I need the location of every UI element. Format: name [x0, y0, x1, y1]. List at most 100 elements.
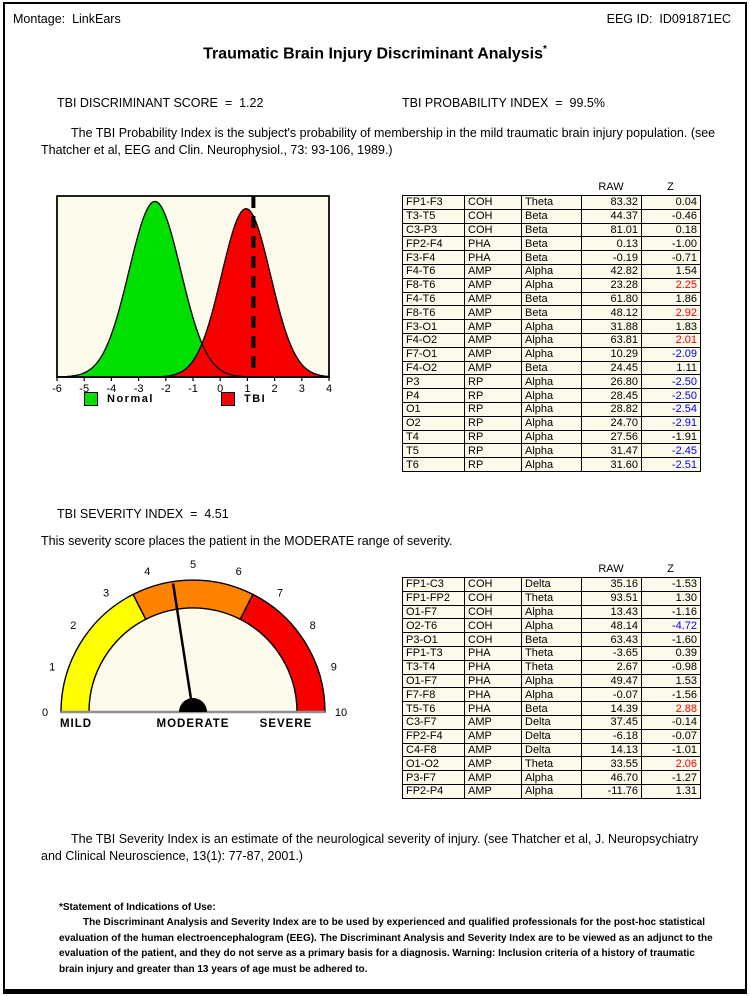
cell-site: C3-F7 [402, 714, 465, 730]
cell-measure: AMP [464, 346, 522, 362]
cell-site: O1-F7 [402, 673, 465, 689]
cell-measure: COH [464, 632, 522, 647]
table-row: P4 RP Alpha 28.45 -2.50 [402, 388, 701, 403]
cell-site: T5 [402, 443, 465, 459]
cell-band: Theta [521, 590, 582, 606]
legend-item-tbi: TBI [221, 392, 266, 406]
cell-site: O1 [402, 401, 465, 417]
table-row: C3-F7 AMP Delta 37.45 -0.14 [402, 714, 701, 730]
table-row: T3-T4 PHA Theta 2.67 -0.98 [402, 659, 701, 675]
table-row: F3-O1 AMP Alpha 31.88 1.83 [402, 319, 701, 334]
cell-measure: RP [464, 429, 522, 445]
cell-site: F8-T6 [402, 305, 465, 321]
severity-gauge: 0 1 2 3 4 5 6 7 8 9 10 MILD MODERATE SEVERE [42, 559, 347, 730]
svg-text:4: 4 [326, 383, 332, 392]
chart-legend: Normal TBI [42, 392, 342, 410]
cell-band: Beta [521, 305, 582, 321]
cell-band: Alpha [521, 429, 582, 445]
cell-band: Alpha [521, 673, 582, 689]
cell-measure: AMP [464, 263, 522, 279]
table-row: O1-F7 COH Alpha 13.43 -1.16 [402, 604, 701, 620]
cell-measure: AMP [464, 360, 522, 376]
cell-band: Alpha [521, 457, 582, 472]
cell-raw: 48.14 [581, 618, 642, 634]
footnote-marker: * [543, 44, 547, 55]
svg-text:3: 3 [299, 383, 305, 392]
cell-site: C3-P3 [402, 222, 465, 238]
cell-raw: 81.01 [581, 222, 642, 238]
table-row: T5 RP Alpha 31.47 -2.45 [402, 443, 701, 459]
cell-site: F3-O1 [402, 319, 465, 334]
footnote-body: The Discriminant Analysis and Severity I… [59, 917, 713, 975]
page-title-text: Traumatic Brain Injury Discriminant Anal… [203, 45, 544, 63]
cell-z: 1.53 [641, 673, 701, 689]
cell-band: Alpha [521, 277, 582, 293]
svg-text:-5: -5 [79, 383, 89, 392]
table-row: FP1-F3 COH Theta 83.32 0.04 [402, 195, 701, 210]
svg-text:10: 10 [335, 707, 347, 719]
cell-site: F4-T6 [402, 291, 465, 307]
svg-text:2: 2 [272, 383, 278, 392]
cell-site: O2-T6 [402, 618, 465, 634]
legend-item-normal: Normal [84, 392, 154, 406]
cell-raw: 44.37 [581, 208, 642, 224]
cell-site: P4 [402, 388, 465, 403]
cell-site: FP2-F4 [402, 728, 465, 744]
cell-band: Alpha [521, 319, 582, 334]
z-column-header: Z [667, 181, 674, 193]
probability-index: TBI PROBABILITY INDEX = 99.5% [402, 96, 605, 110]
cell-measure: RP [464, 457, 522, 472]
table-row: P3-F7 AMP Alpha 46.70 -1.27 [402, 770, 701, 785]
cell-band: Alpha [521, 618, 582, 634]
cell-band: Beta [521, 701, 582, 716]
cell-measure: AMP [464, 305, 522, 321]
raw-column-header: RAW [598, 181, 624, 193]
cell-z: -2.51 [641, 457, 701, 472]
table-row: T6 RP Alpha 31.60 -2.51 [402, 457, 701, 472]
cell-raw: 2.67 [581, 659, 642, 675]
z-column-header: Z [667, 563, 674, 575]
cell-measure: PHA [464, 659, 522, 675]
svg-text:2: 2 [70, 620, 76, 632]
cell-band: Alpha [521, 687, 582, 703]
eeg-id-label: EEG ID: ID091871EC [606, 12, 731, 26]
cell-measure: AMP [464, 332, 522, 348]
cell-site: P3-O1 [402, 632, 465, 647]
normal-swatch-icon [84, 392, 98, 406]
cell-z: -1.00 [641, 236, 701, 252]
svg-text:4: 4 [144, 566, 150, 578]
cell-measure: RP [464, 401, 522, 417]
footnote-heading: *Statement of Indications of Use: [59, 902, 216, 913]
cell-z: 2.01 [641, 332, 701, 348]
cell-site: F4-O2 [402, 360, 465, 376]
svg-text:7: 7 [277, 587, 283, 599]
svg-text:8: 8 [310, 620, 316, 632]
cell-raw: 24.45 [581, 360, 642, 376]
cell-raw: 31.88 [581, 319, 642, 334]
cell-raw: 10.29 [581, 346, 642, 362]
cell-z: 1.86 [641, 291, 701, 307]
cell-site: F7-F8 [402, 687, 465, 703]
cell-band: Beta [521, 632, 582, 647]
cell-raw: 63.81 [581, 332, 642, 348]
table-row: O2 RP Alpha 24.70 -2.91 [402, 415, 701, 431]
cell-measure: RP [464, 415, 522, 431]
montage-label: Montage: LinkEars [13, 12, 121, 26]
svg-text:-3: -3 [134, 383, 144, 392]
cell-measure: RP [464, 374, 522, 390]
severity-range-note: This severity score places the patient i… [41, 534, 453, 548]
cell-raw: 31.47 [581, 443, 642, 459]
svg-text:-4: -4 [107, 383, 117, 392]
cell-measure: AMP [464, 756, 522, 772]
svg-text:9: 9 [331, 661, 337, 673]
cell-z: 1.30 [641, 590, 701, 606]
cell-raw: 49.47 [581, 673, 642, 689]
table-row: O1 RP Alpha 28.82 -2.54 [402, 401, 701, 417]
cell-z: -2.54 [641, 401, 701, 417]
cell-band: Alpha [521, 374, 582, 390]
cell-band: Beta [521, 291, 582, 307]
cell-measure: AMP [464, 783, 522, 799]
cell-raw: 33.55 [581, 756, 642, 772]
cell-raw: -11.76 [581, 783, 642, 799]
cell-raw: 63.43 [581, 632, 642, 647]
